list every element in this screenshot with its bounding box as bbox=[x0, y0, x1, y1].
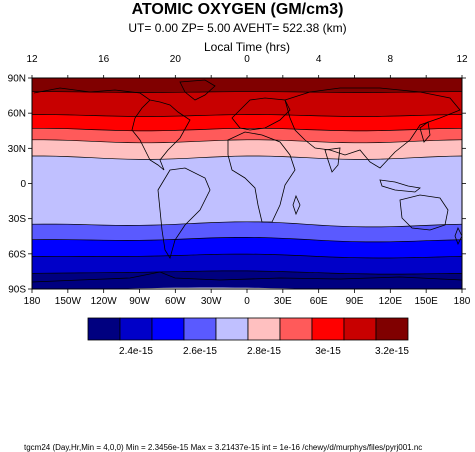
colorbar-swatch bbox=[151, 317, 185, 341]
contour-band-8 bbox=[32, 254, 462, 275]
contour-band-1 bbox=[32, 91, 462, 117]
lon-tick-label: 30E bbox=[274, 296, 292, 307]
contour-line-1 bbox=[32, 91, 462, 93]
lon-tick-label: 150W bbox=[55, 296, 82, 307]
colorbar-label: 3e-15 bbox=[315, 346, 341, 357]
lon-tick-label: 30W bbox=[201, 296, 222, 307]
lon-tick-label: 180 bbox=[24, 296, 41, 307]
contour-line-9 bbox=[32, 270, 462, 275]
lat-tick-label: 90S bbox=[8, 285, 26, 296]
coastline-greenland bbox=[179, 79, 216, 101]
contour-band-5 bbox=[32, 156, 462, 227]
coastline-south-america bbox=[157, 167, 211, 259]
lon-tick-label: 150E bbox=[414, 296, 438, 307]
colorbar-label: 2.6e-15 bbox=[183, 346, 217, 357]
contour-band-0 bbox=[32, 78, 462, 93]
contour-band-4 bbox=[32, 139, 462, 160]
top-tick-label: 12 bbox=[26, 54, 38, 65]
contour-line-5 bbox=[32, 155, 462, 160]
lat-tick-label: 30N bbox=[8, 144, 26, 155]
contour-lines bbox=[32, 91, 462, 275]
colorbar-label: 2.8e-15 bbox=[247, 346, 281, 357]
coastline-australia bbox=[399, 194, 449, 231]
top-tick-label: 20 bbox=[170, 54, 182, 65]
contour-line-3 bbox=[32, 127, 462, 132]
coastline-japan bbox=[419, 121, 431, 143]
colorbar-swatch bbox=[279, 317, 313, 341]
lat-tick-label: 0 bbox=[20, 179, 26, 190]
lon-tick-label: 180 bbox=[454, 296, 471, 307]
plot-subtitle: UT= 0.00 ZP= 5.00 AVEHT= 522.38 (km) bbox=[128, 21, 347, 35]
colorbar: 2.4e-15 2.6e-15 2.8e-15 3e-15 3.2e-15 bbox=[87, 317, 409, 357]
lon-tick-label: 90E bbox=[346, 296, 364, 307]
colorbar-label: 2.4e-15 bbox=[119, 346, 153, 357]
coastline-new-zealand bbox=[454, 227, 462, 245]
colorbar-swatch bbox=[311, 317, 345, 341]
colorbar-swatch bbox=[183, 317, 217, 341]
coastlines bbox=[32, 79, 462, 283]
lon-tick-label: 60E bbox=[310, 296, 328, 307]
lat-tick-label: 60N bbox=[8, 109, 26, 120]
colorbar-label: 3.2e-15 bbox=[375, 346, 409, 357]
lon-tick-label: 120W bbox=[91, 296, 118, 307]
contour-line-4 bbox=[32, 139, 462, 144]
lat-tick-label: 90N bbox=[8, 74, 26, 85]
coastline-india bbox=[324, 147, 341, 173]
top-tick-label: 12 bbox=[456, 54, 468, 65]
contour-band-9 bbox=[32, 270, 462, 289]
coastline-indonesia bbox=[379, 179, 421, 193]
coastline-antarctica bbox=[32, 271, 462, 283]
axes: 180 150W 120W 90W 60W 30W 0 30E 60E 90E 120E 150E 18… bbox=[8, 54, 471, 307]
colorbar-swatch bbox=[343, 317, 377, 341]
colorbar-swatch bbox=[375, 317, 409, 341]
colorbar-swatch bbox=[87, 317, 121, 341]
colorbar-swatch bbox=[247, 317, 281, 341]
colorbar-swatch bbox=[119, 317, 153, 341]
top-axis-label: Local Time (hrs) bbox=[203, 40, 291, 54]
lon-tick-label: 60W bbox=[165, 296, 186, 307]
lon-tick-label: 0 bbox=[244, 296, 250, 307]
lat-tick-label: 30S bbox=[8, 214, 26, 225]
contour-bands bbox=[32, 78, 462, 289]
contour-band-7 bbox=[32, 237, 462, 258]
contour-band-2 bbox=[32, 114, 462, 131]
contour-line-8 bbox=[32, 253, 462, 259]
contour-line-7 bbox=[32, 236, 462, 243]
top-tick-label: 4 bbox=[316, 54, 322, 65]
coastline-madagascar bbox=[292, 194, 301, 216]
coastline-asia bbox=[284, 87, 461, 169]
contour-line-6 bbox=[32, 221, 462, 228]
lon-tick-label: 90W bbox=[129, 296, 150, 307]
colorbar-swatch bbox=[215, 317, 249, 341]
lat-tick-label: 60S bbox=[8, 249, 26, 260]
top-tick-label: 0 bbox=[244, 54, 250, 65]
coastline-north-america bbox=[33, 87, 191, 171]
coastline-europe bbox=[231, 97, 291, 131]
top-tick-label: 16 bbox=[98, 54, 110, 65]
lon-tick-label: 120E bbox=[379, 296, 403, 307]
plot-title: ATOMIC OXYGEN (GM/cm3) bbox=[131, 1, 344, 18]
footer-info: tgcm24 (Day,Hr,Min = 4,0,0) Min = 2.3456… bbox=[24, 443, 423, 452]
coastline-africa bbox=[227, 131, 296, 223]
contour-line-2 bbox=[32, 114, 462, 117]
top-tick-label: 8 bbox=[388, 54, 394, 65]
